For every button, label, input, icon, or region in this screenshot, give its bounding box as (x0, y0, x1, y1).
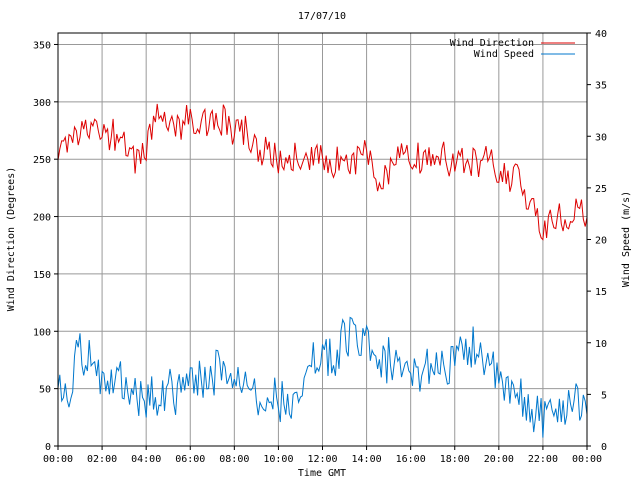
y2-tick-label: 40 (595, 29, 607, 40)
x-tick-label: 08:00 (219, 454, 249, 465)
x-tick-label: 00:00 (572, 454, 602, 465)
chart-title: 17/07/10 (298, 11, 346, 22)
series-layer (57, 103, 588, 438)
y-tick-label: 150 (33, 270, 51, 281)
x-tick-label: 22:00 (528, 454, 558, 465)
y-axis-label: Wind Direction (Degrees) (6, 167, 17, 312)
series-line-wind-direction (57, 103, 588, 241)
x-tick-label: 10:00 (263, 454, 293, 465)
x-tick-label: 16:00 (396, 454, 426, 465)
legend-label-wind-speed: Wind Speed (474, 49, 534, 60)
y2-tick-label: 5 (601, 390, 607, 401)
y2-tick-label: 10 (595, 339, 607, 350)
y2-tick-label: 20 (595, 236, 607, 247)
x-tick-label: 18:00 (440, 454, 470, 465)
y2-tick-label: 35 (595, 81, 607, 92)
y-tick-label: 250 (33, 155, 51, 166)
x-axis-label: Time GMT (298, 468, 346, 479)
y2-axis-label: Wind Speed (m/s) (621, 191, 632, 287)
y-tick-label: 0 (45, 442, 51, 453)
x-tick-label: 20:00 (484, 454, 514, 465)
y2-tick-label: 0 (601, 442, 607, 453)
x-tick-label: 06:00 (175, 454, 205, 465)
x-tick-label: 12:00 (307, 454, 337, 465)
y-tick-label: 50 (39, 385, 51, 396)
legend-label-wind-direction: Wind Direction (450, 38, 534, 49)
legend: Wind Direction Wind Speed (450, 38, 575, 60)
y-tick-label: 350 (33, 40, 51, 51)
y2-tick-label: 30 (595, 132, 607, 143)
x-tick-label: 00:00 (43, 454, 73, 465)
y-tick-label: 200 (33, 213, 51, 224)
y-tick-label: 100 (33, 327, 51, 338)
tick-layer: 00:00 02:00 04:00 06:00 08:00 10:00 12:00 14:00… (33, 29, 607, 465)
y2-tick-label: 25 (595, 184, 607, 195)
series-line-wind-speed (57, 316, 588, 438)
y-tick-label: 300 (33, 98, 51, 109)
x-tick-label: 04:00 (131, 454, 161, 465)
x-tick-label: 14:00 (352, 454, 382, 465)
y2-tick-label: 15 (595, 287, 607, 298)
x-tick-label: 02:00 (87, 454, 117, 465)
